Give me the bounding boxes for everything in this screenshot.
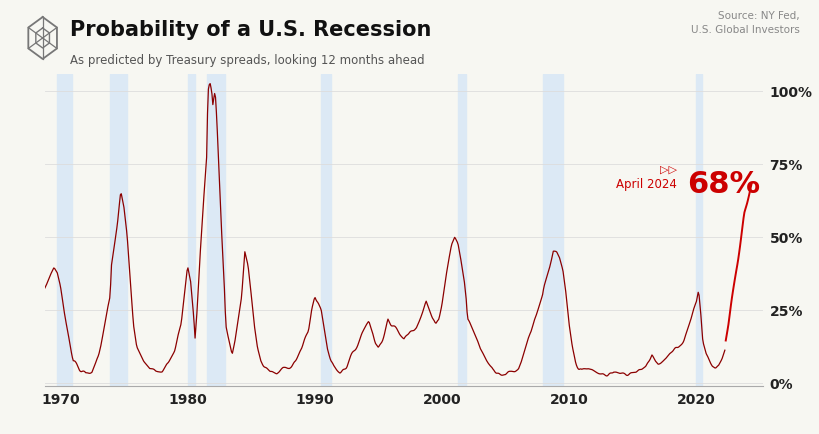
Bar xyxy=(695,74,701,386)
Bar xyxy=(457,74,466,386)
Text: Probability of a U.S. Recession: Probability of a U.S. Recession xyxy=(70,20,431,39)
Bar xyxy=(542,74,562,386)
Bar xyxy=(110,74,127,386)
Bar xyxy=(57,74,72,386)
Text: As predicted by Treasury spreads, looking 12 months ahead: As predicted by Treasury spreads, lookin… xyxy=(70,54,423,67)
Bar xyxy=(321,74,330,386)
Text: 68%: 68% xyxy=(686,170,760,199)
Text: Source: NY Fed,
U.S. Global Investors: Source: NY Fed, U.S. Global Investors xyxy=(690,11,799,35)
Text: April 2024: April 2024 xyxy=(616,178,676,191)
Text: ▷▷: ▷▷ xyxy=(659,164,676,174)
Bar xyxy=(188,74,195,386)
Bar xyxy=(206,74,224,386)
